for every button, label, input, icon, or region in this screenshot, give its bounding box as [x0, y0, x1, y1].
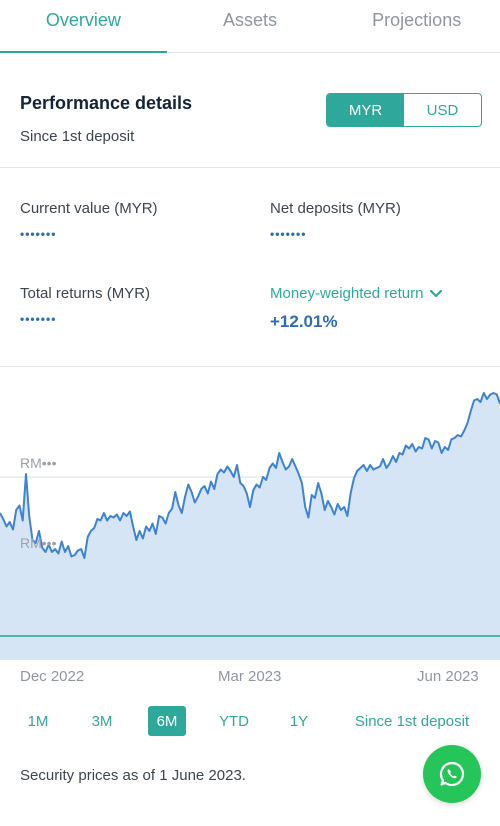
tab-assets[interactable]: Assets	[222, 10, 278, 30]
currency-myr-button[interactable]: MYR	[327, 94, 404, 126]
whatsapp-chat-button[interactable]	[423, 745, 481, 803]
total-returns-metric: Total returns (MYR) •••••••	[20, 285, 150, 326]
return-type-dropdown[interactable]: Money-weighted return	[270, 285, 443, 302]
range-selector: 1M 3M 6M YTD 1Y Since 1st deposit	[0, 706, 500, 736]
chart-baseline-fill	[0, 636, 500, 660]
x-tick-label: Mar 2023	[218, 668, 282, 685]
tab-bar: Overview Assets Projections	[0, 0, 500, 53]
total-returns-amount: •••••••	[20, 312, 57, 326]
chevron-down-icon	[430, 289, 443, 297]
tab-overview[interactable]: Overview	[0, 0, 167, 53]
performance-header: Performance details Since 1st deposit	[20, 93, 192, 145]
x-tick-label: Dec 2022	[20, 668, 85, 685]
current-value-metric: Current value (MYR) •••••••	[20, 200, 158, 241]
range-6m-button[interactable]: 6M	[148, 706, 186, 736]
currency-usd-button[interactable]: USD	[426, 101, 459, 119]
y-tick-label: RM•••	[20, 455, 57, 471]
range-1y-button[interactable]: 1Y	[289, 712, 309, 730]
x-tick-label: Jun 2023	[417, 668, 479, 685]
section-subtitle: Since 1st deposit	[20, 128, 135, 145]
total-returns-label: Total returns (MYR)	[20, 285, 151, 302]
tab-projections[interactable]: Projections	[372, 10, 462, 30]
price-footnote: Security prices as of 1 June 2023.	[20, 767, 246, 784]
range-ytd-button[interactable]: YTD	[219, 712, 249, 730]
whatsapp-icon	[439, 761, 465, 787]
current-value-label: Current value (MYR)	[20, 200, 158, 217]
y-tick-label: RM•••	[20, 535, 57, 551]
divider	[0, 167, 500, 168]
chart-area	[0, 393, 500, 636]
section-title: Performance details	[20, 93, 193, 113]
chart-svg	[0, 392, 500, 660]
return-value: +12.01%	[270, 312, 338, 331]
return-type-label: Money-weighted return	[270, 285, 424, 302]
range-3m-button[interactable]: 3M	[91, 712, 113, 730]
range-1m-button[interactable]: 1M	[27, 712, 49, 730]
divider	[0, 366, 500, 367]
net-deposits-amount: •••••••	[270, 227, 307, 241]
net-deposits-metric: Net deposits (MYR) •••••••	[270, 200, 401, 241]
return-metric: Money-weighted return +12.01%	[270, 285, 443, 332]
performance-chart: RM••• RM•••	[0, 370, 500, 660]
current-value-amount: •••••••	[20, 227, 57, 241]
net-deposits-label: Net deposits (MYR)	[270, 200, 401, 217]
currency-toggle: MYR USD	[326, 93, 482, 127]
chart-line	[0, 392, 500, 559]
range-since-deposit-button[interactable]: Since 1st deposit	[354, 712, 470, 730]
